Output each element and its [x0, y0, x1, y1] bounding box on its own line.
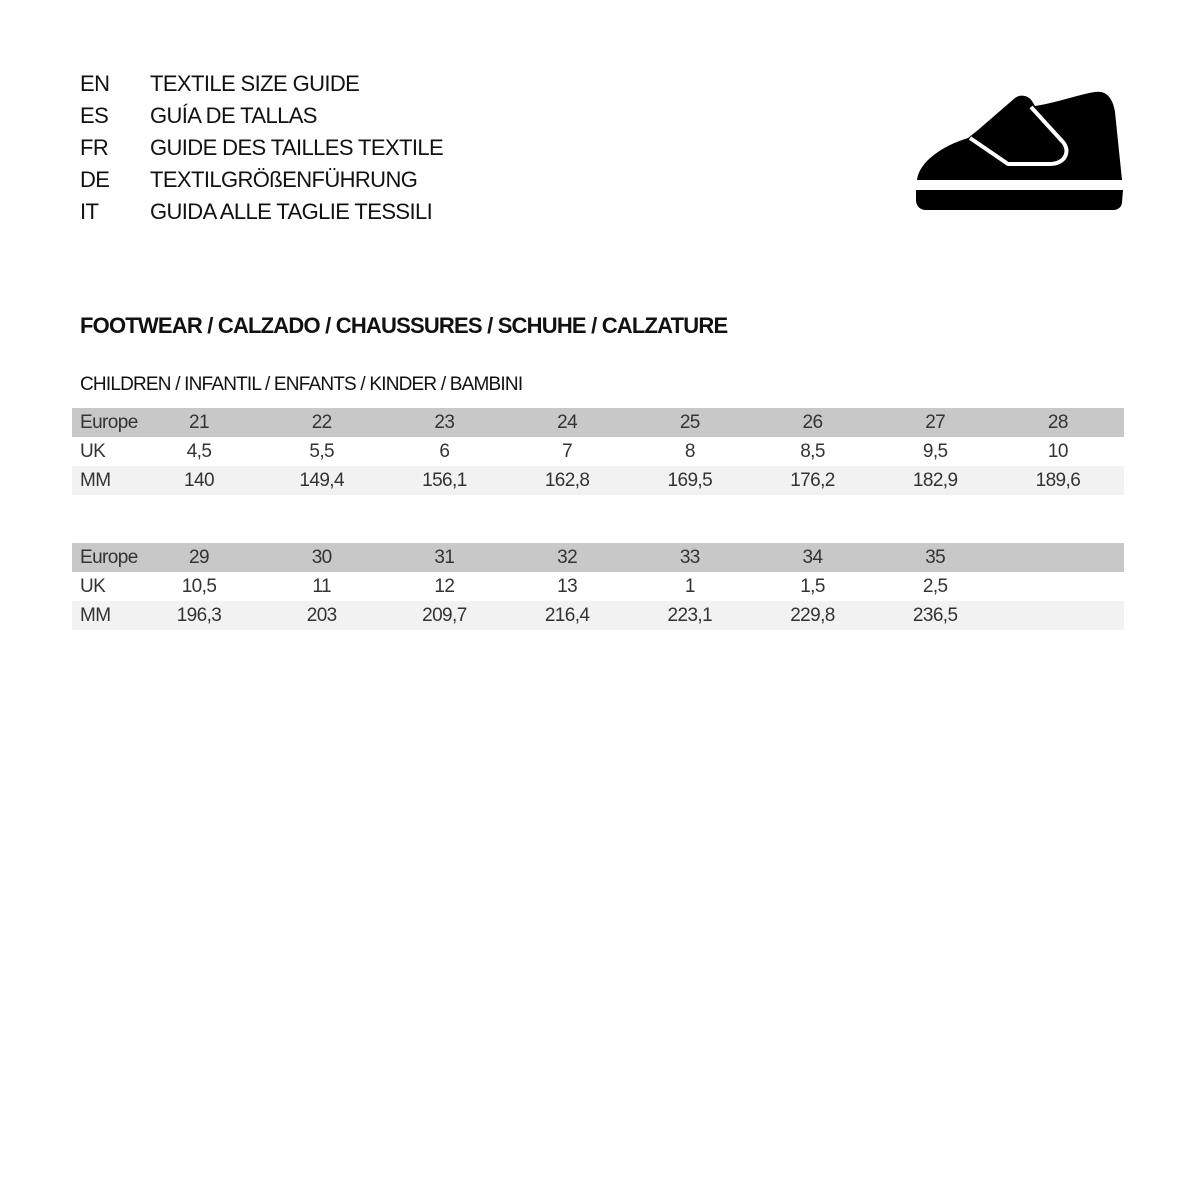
language-title: GUÍA DE TALLAS	[150, 103, 317, 128]
title-row: DE TEXTILGRÖßENFÜHRUNG	[80, 164, 443, 196]
table-cell: 216,4	[544, 605, 590, 626]
table-cell: 140	[184, 470, 215, 491]
table-cell: 189,6	[1035, 470, 1081, 491]
language-title: TEXTILGRÖßENFÜHRUNG	[150, 167, 418, 192]
title-row: ES GUÍA DE TALLAS	[80, 100, 443, 132]
language-code: IT	[80, 199, 99, 224]
children-shoe-icon	[916, 91, 1123, 210]
table-cell: 11	[312, 576, 331, 597]
sub-title: CHILDREN / INFANTIL / ENFANTS / KINDER /…	[80, 374, 523, 395]
table-cell: 229,8	[790, 605, 835, 626]
table-cell: 34	[802, 547, 824, 568]
table-cell: 7	[562, 441, 573, 462]
table-cell: 8	[684, 441, 696, 462]
language-title: GUIDA ALLE TAGLIE TESSILI	[150, 199, 433, 224]
table-cell: 21	[189, 412, 210, 433]
table-row: Europe 29 30 31 32 33 34 35	[72, 543, 1124, 572]
row-label: UK	[80, 576, 106, 597]
table-cell: 28	[1047, 412, 1069, 433]
language-code: FR	[80, 135, 109, 160]
table-cell: 32	[557, 547, 578, 568]
row-label: Europe	[80, 412, 138, 433]
table-cell: 30	[311, 547, 333, 568]
row-label: Europe	[80, 547, 138, 568]
table-row: UK 4,5 5,5 6 7 8 8,5 9,5 10	[72, 437, 1124, 466]
language-code: EN	[80, 71, 110, 96]
table-cell: 176,2	[790, 470, 835, 491]
language-title: TEXTILE SIZE GUIDE	[150, 71, 360, 96]
title-list: EN TEXTILE SIZE GUIDE ES GUÍA DE TALLAS FR GU…	[80, 68, 444, 228]
section-title: FOOTWEAR / CALZADO / CHAUSSURES / SCHUHE…	[80, 313, 728, 338]
table-row: MM 196,3 203 209,7 216,4 223,1 229,8 236,5	[72, 601, 1124, 630]
language-code: ES	[80, 103, 109, 128]
table-cell: 209,7	[422, 605, 467, 626]
table-cell: 10,5	[181, 576, 217, 597]
table-cell: 24	[557, 412, 578, 433]
size-table-1: Europe 21 22 23 24 25 26 27 28 UK 4,5 5,5 6 7 8 8,5 9,5 1…	[72, 408, 1124, 495]
table-cell: 27	[925, 412, 946, 433]
table-cell: 182,9	[912, 470, 958, 491]
table-cell: 22	[311, 412, 333, 433]
table-cell: 29	[189, 547, 210, 568]
table-cell: 1	[684, 576, 696, 597]
table-cell: 26	[802, 412, 824, 433]
table-cell: 23	[434, 412, 455, 433]
table-cell: 10	[1047, 441, 1069, 462]
table-cell: 203	[306, 605, 338, 626]
table-cell: 1,5	[800, 576, 825, 597]
row-label: UK	[80, 441, 106, 462]
language-code: DE	[80, 167, 110, 192]
table-cell: 236,5	[912, 605, 958, 626]
table-cell: 162,8	[544, 470, 590, 491]
table-cell: 12	[434, 576, 455, 597]
table-cell: 4,5	[186, 441, 212, 462]
table-cell: 33	[679, 547, 701, 568]
table-row: UK 10,5 11 12 13 1 1,5 2,5	[72, 572, 1124, 601]
table-cell: 31	[434, 547, 455, 568]
title-row: FR GUIDE DES TAILLES TEXTILE	[80, 132, 444, 164]
table-cell: 8,5	[800, 441, 825, 462]
table-cell: 35	[925, 547, 946, 568]
table-cell: 156,1	[422, 470, 467, 491]
table-row: Europe 21 22 23 24 25 26 27 28	[72, 408, 1124, 437]
title-row: EN TEXTILE SIZE GUIDE	[80, 68, 443, 100]
size-table-2: Europe 29 30 31 32 33 34 35 UK 10,5 11 12 13 1 1,5 2,5 M…	[72, 543, 1124, 630]
row-label: MM	[80, 605, 111, 626]
table-cell: 5,5	[309, 441, 334, 462]
table-cell: 6	[439, 441, 450, 462]
table-cell: 169,5	[667, 470, 713, 491]
table-cell: 2,5	[922, 576, 948, 597]
table-cell: 149,4	[299, 470, 344, 491]
table-cell: 223,1	[667, 605, 713, 626]
table-row: MM 140 149,4 156,1 162,8 169,5 176,2 182,9 189,6	[72, 466, 1124, 495]
language-title: GUIDE DES TAILLES TEXTILE	[150, 135, 444, 160]
row-label: MM	[80, 470, 111, 491]
table-cell: 13	[557, 576, 578, 597]
table-cell: 196,3	[176, 605, 222, 626]
table-cell: 9,5	[922, 441, 948, 462]
table-cell: 25	[679, 412, 701, 433]
title-row: IT GUIDA ALLE TAGLIE TESSILI	[80, 196, 443, 228]
